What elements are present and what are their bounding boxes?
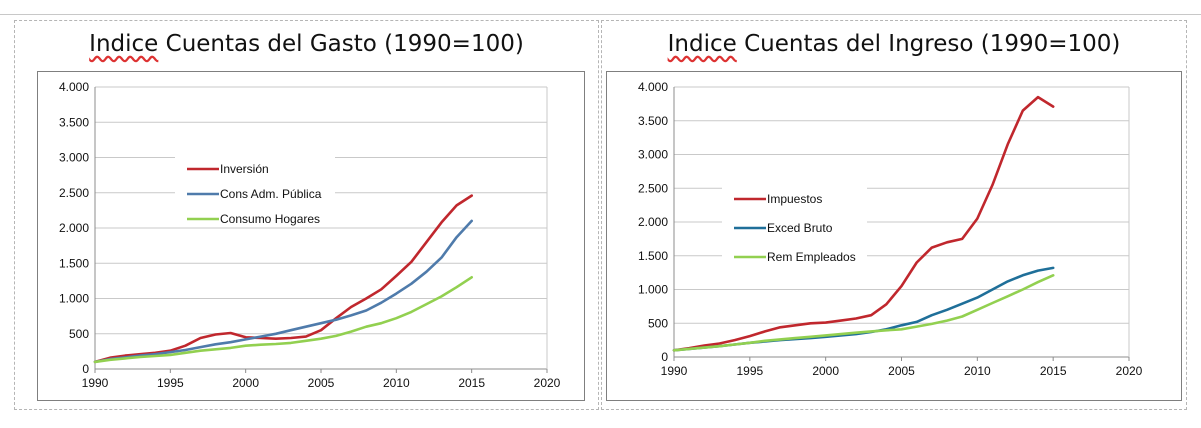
ingreso-legend-label-3: Rem Empleados bbox=[767, 250, 856, 264]
ingreso-y-tick-label: 1.500 bbox=[638, 249, 668, 263]
ingreso-y-tick-label: 3.000 bbox=[638, 148, 668, 162]
top-divider bbox=[0, 14, 1201, 15]
chart-gasto: 0 500 1.000 1.500 2.000 2.500 3.000 3.500 4.000 1… bbox=[37, 71, 585, 401]
chart-title-ingreso: Indice Cuentas del Ingreso (1990=100) bbox=[602, 31, 1186, 57]
ingreso-legend-label-1: Impuestos bbox=[767, 192, 822, 206]
gasto-legend-box bbox=[175, 151, 335, 227]
ingreso-x-tick-label: 1995 bbox=[736, 364, 763, 378]
panel-gasto: Indice Cuentas del Gasto (1990=100) 0 500… bbox=[14, 20, 599, 410]
ingreso-x-tick-label: 2005 bbox=[888, 364, 915, 378]
ingreso-y-tick-label: 500 bbox=[648, 316, 668, 330]
ingreso-legend-box bbox=[722, 181, 867, 265]
gasto-series-line-1 bbox=[93, 194, 474, 364]
chart-title-ingreso-first-word: Indice bbox=[667, 31, 737, 57]
ingreso-x-tick-label: 2020 bbox=[1116, 364, 1143, 378]
gasto-legend-label-3: Consumo Hogares bbox=[220, 212, 320, 226]
ingreso-y-tick-label: 1.000 bbox=[638, 283, 668, 297]
ingreso-x-tick-label: 2010 bbox=[964, 364, 991, 378]
gasto-y-tick-label: 1.000 bbox=[59, 292, 89, 306]
gasto-y-tick-label: 500 bbox=[69, 327, 89, 341]
ingreso-y-tick-label: 0 bbox=[661, 350, 668, 364]
gasto-x-tick-label: 2020 bbox=[534, 376, 561, 390]
gasto-y-tick-label: 2.000 bbox=[59, 221, 89, 235]
gasto-legend-label-1: Inversión bbox=[220, 162, 269, 176]
ingreso-y-tick-label: 3.500 bbox=[638, 114, 668, 128]
gasto-y-tick-label: 0 bbox=[82, 362, 89, 376]
gasto-y-tick-label: 1.500 bbox=[59, 256, 89, 270]
gasto-series-line-2 bbox=[93, 219, 474, 364]
ingreso-y-tick-label: 2.500 bbox=[638, 181, 668, 195]
gasto-x-tick-label: 2000 bbox=[232, 376, 259, 390]
gasto-x-tick-label: 2005 bbox=[308, 376, 335, 390]
ingreso-x-tick-label: 2015 bbox=[1040, 364, 1067, 378]
gasto-legend-label-2: Cons Adm. Pública bbox=[220, 187, 322, 201]
gasto-x-tick-label: 2015 bbox=[458, 376, 485, 390]
gasto-chart-frame bbox=[37, 71, 585, 401]
gasto-y-tick-label: 3.500 bbox=[59, 115, 89, 129]
ingreso-series-line-3 bbox=[672, 274, 1055, 352]
gasto-y-tick-label: 4.000 bbox=[59, 80, 89, 94]
gasto-series-line-3 bbox=[93, 276, 474, 364]
ingreso-y-tick-label: 2.000 bbox=[638, 215, 668, 229]
panel-ingreso: Indice Cuentas del Ingreso (1990=100) 0 5… bbox=[601, 20, 1187, 410]
gasto-x-tick-label: 1990 bbox=[82, 376, 109, 390]
chart-title-ingreso-rest: Cuentas del Ingreso (1990=100) bbox=[736, 31, 1121, 57]
gasto-y-tick-label: 2.500 bbox=[59, 186, 89, 200]
ingreso-y-tick-label: 4.000 bbox=[638, 80, 668, 94]
chart-ingreso: 0 500 1.000 1.500 2.000 2.500 3.000 3.500 4.000 1… bbox=[606, 71, 1182, 401]
gasto-x-tick-label: 1995 bbox=[157, 376, 184, 390]
ingreso-x-tick-label: 2000 bbox=[812, 364, 839, 378]
gasto-x-tick-label: 2010 bbox=[383, 376, 410, 390]
chart-title-gasto: Indice Cuentas del Gasto (1990=100) bbox=[15, 31, 598, 57]
ingreso-legend-label-2: Exced Bruto bbox=[767, 221, 833, 235]
ingreso-series-line-1 bbox=[672, 95, 1055, 352]
gasto-y-tick-label: 3.000 bbox=[59, 151, 89, 165]
chart-title-gasto-first-word: Indice bbox=[89, 31, 159, 57]
ingreso-x-tick-label: 1990 bbox=[661, 364, 688, 378]
chart-title-gasto-rest: Cuentas del Gasto (1990=100) bbox=[158, 31, 524, 57]
